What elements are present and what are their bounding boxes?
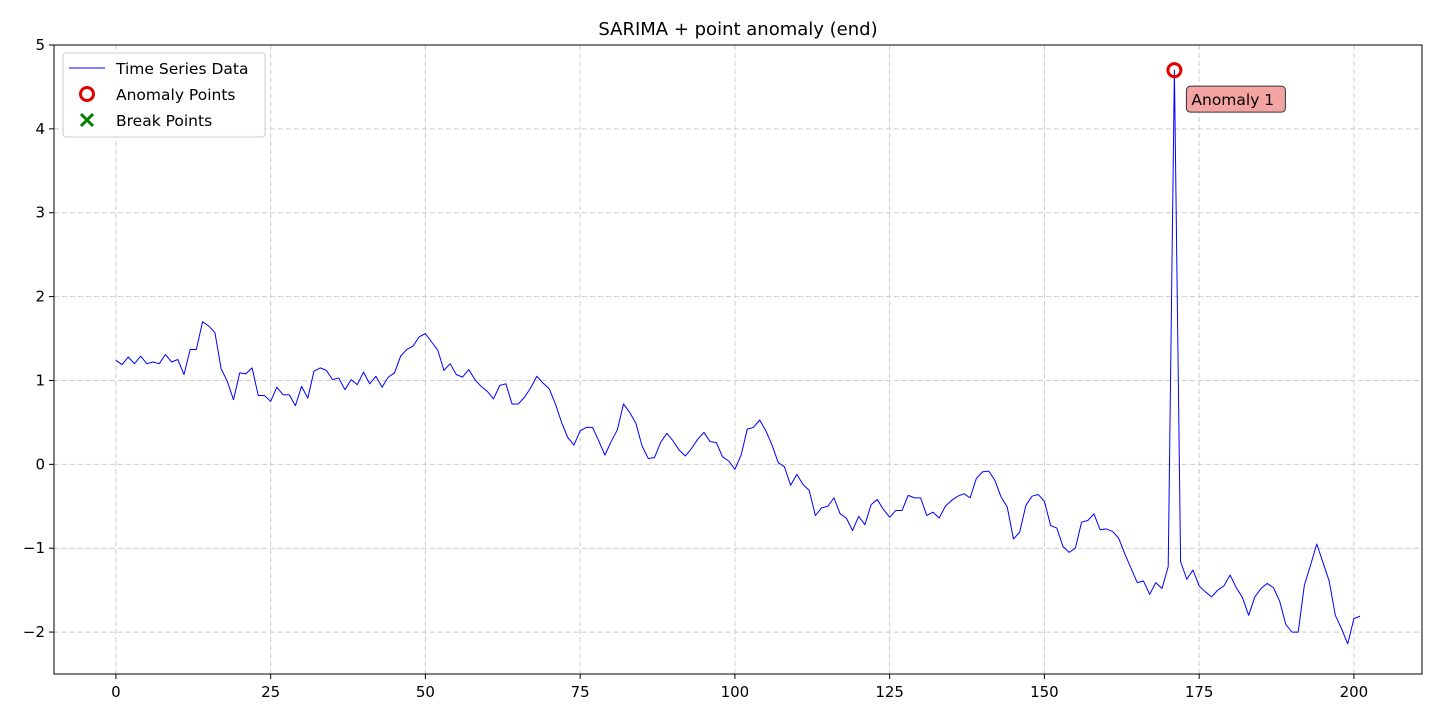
y-tick-label: −1	[23, 539, 45, 557]
series-group	[115, 69, 1361, 645]
annotation-box	[1185, 85, 1286, 113]
anomaly-point	[1166, 62, 1183, 79]
y-tick-label: 5	[35, 36, 45, 54]
x-tick-label: 200	[1340, 683, 1369, 701]
chart-title: SARIMA + point anomaly (end)	[598, 19, 877, 40]
legend-frame	[62, 52, 266, 138]
series-line	[115, 69, 1361, 645]
legend-label: Time Series Data	[115, 60, 248, 78]
y-axis: −2 −1 0 1 2 3 4 5	[23, 36, 54, 641]
y-tick-label: 1	[35, 371, 45, 389]
annotation-label: Anomaly 1	[1191, 91, 1274, 109]
x-axis: 0 25 50 75 100 125 150 175 200	[111, 674, 1368, 701]
x-tick-label: 150	[1030, 683, 1059, 701]
legend-label: Break Points	[116, 112, 212, 130]
legend-x-symbol	[79, 112, 95, 128]
x-tick-label: 175	[1185, 683, 1214, 701]
anomaly-markers	[1166, 62, 1183, 79]
x-tick-label: 75	[571, 683, 590, 701]
x-tick-label: 0	[111, 683, 121, 701]
legend-label: Anomaly Points	[116, 86, 235, 104]
y-tick-label: 0	[35, 455, 45, 473]
y-tick-label: 3	[35, 204, 45, 222]
x-tick-label: 125	[875, 683, 904, 701]
y-tick-label: 4	[35, 120, 45, 138]
y-tick-label: 2	[35, 288, 45, 306]
x-tick-label: 100	[721, 683, 750, 701]
grid-lines	[54, 44, 1422, 674]
legend: Time Series Data Anomaly Points Break Poin…	[62, 52, 266, 138]
x-tick-label: 50	[416, 683, 435, 701]
annotations: Anomaly 1	[1185, 85, 1286, 113]
plot-frame	[53, 44, 1423, 675]
y-tick-label: −2	[23, 623, 45, 641]
legend-circle-symbol	[79, 86, 95, 102]
x-tick-label: 25	[261, 683, 280, 701]
